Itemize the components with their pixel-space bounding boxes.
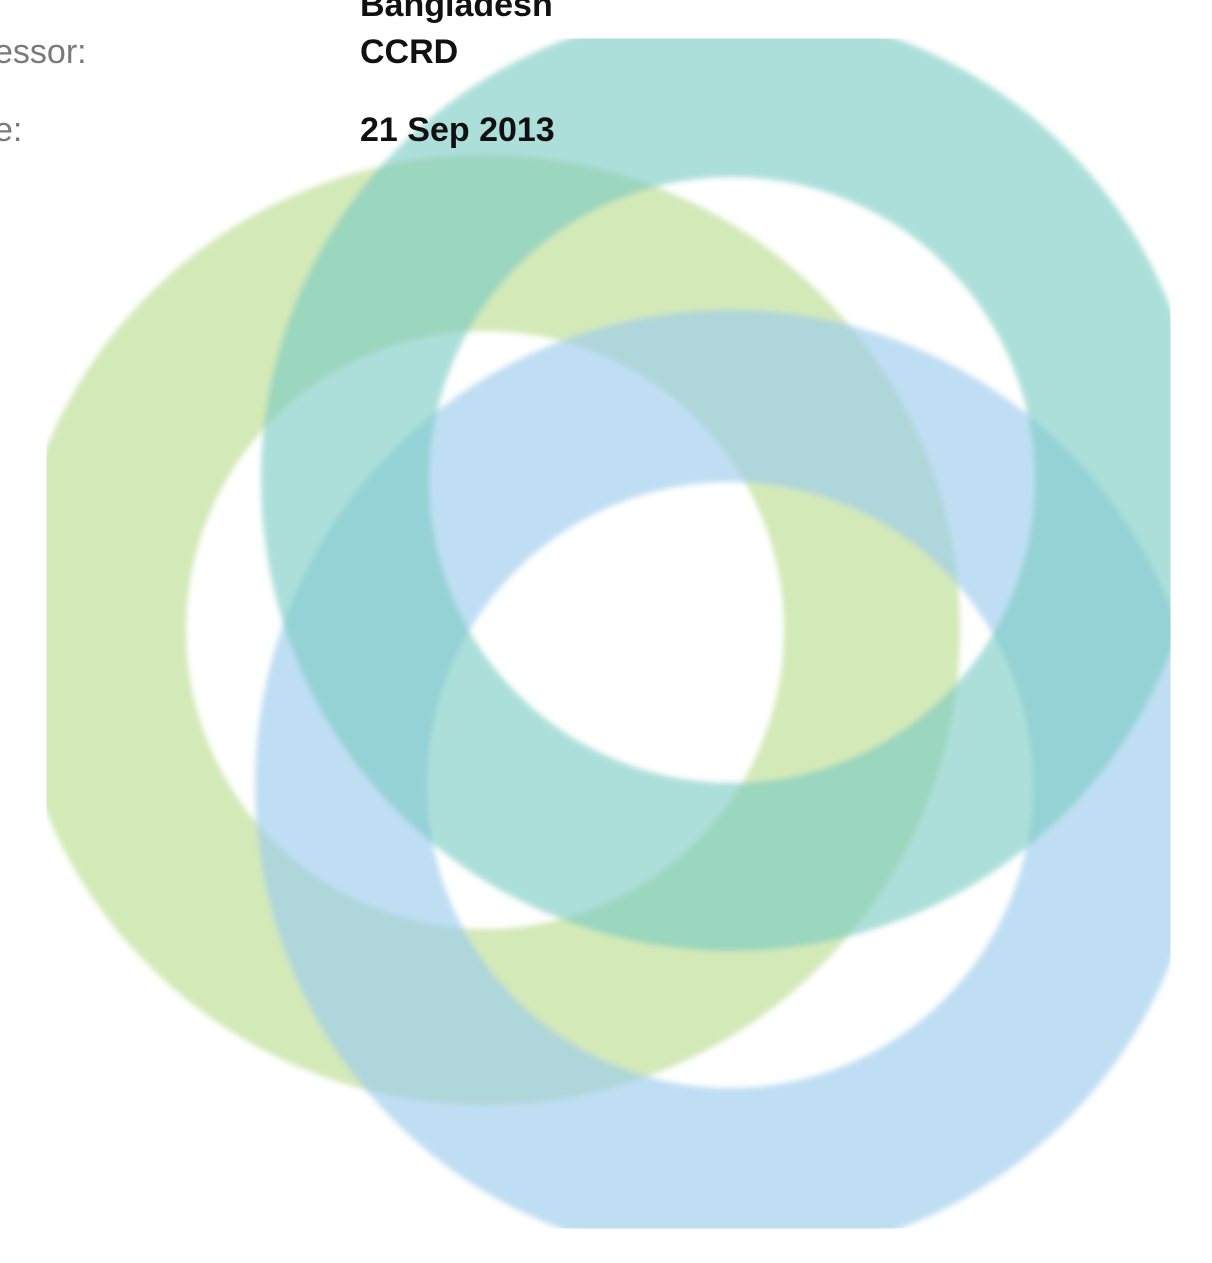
rings-logo — [98, 93, 1119, 1174]
field-value: 21 Sep 2013 — [360, 111, 555, 149]
page: Bangladesh essor: CCRD e: 21 Sep 2013 ((… — [0, 0, 1212, 1263]
document: Bangladesh essor: CCRD e: 21 Sep 2013 — [0, 0, 1212, 1263]
field-value: CCRD — [360, 33, 458, 71]
field-label: essor: — [0, 33, 87, 71]
field-value: Bangladesh — [360, 0, 553, 24]
field-label: e: — [0, 111, 22, 149]
